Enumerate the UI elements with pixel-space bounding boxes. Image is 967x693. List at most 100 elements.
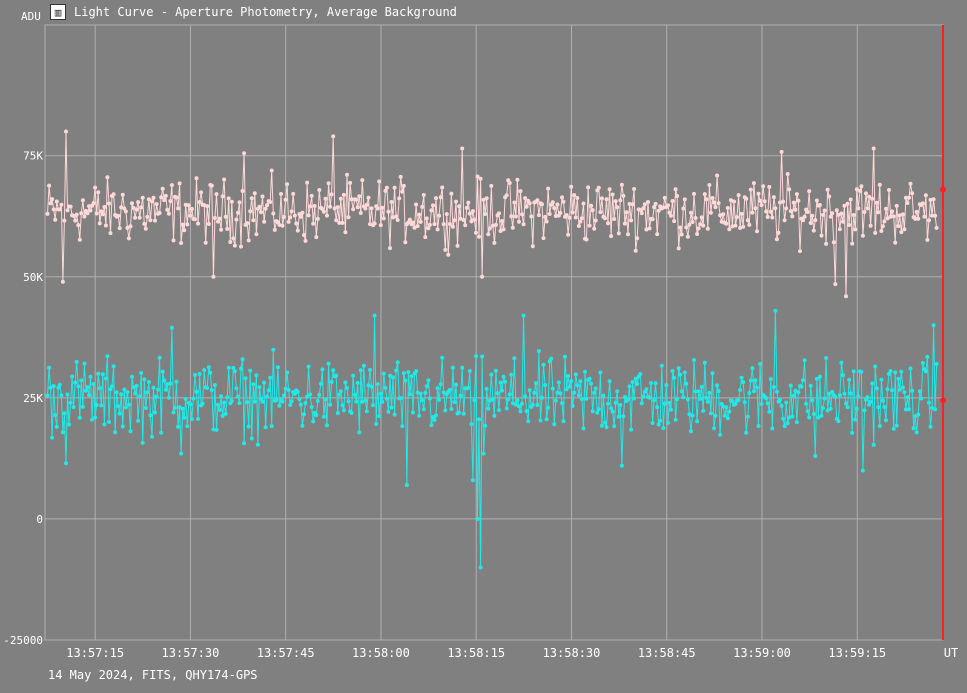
data-point (447, 222, 452, 226)
data-point (341, 192, 346, 197)
data-point (85, 385, 90, 390)
data-point (751, 181, 756, 186)
data-point (295, 228, 300, 233)
data-point (500, 388, 505, 393)
data-point (272, 227, 277, 232)
data-point (685, 234, 690, 239)
data-point (873, 364, 878, 369)
data-point (672, 219, 677, 224)
data-point (363, 398, 368, 403)
data-point (364, 202, 369, 207)
data-point (794, 420, 799, 425)
data-point (280, 399, 285, 404)
data-point (219, 227, 224, 232)
x-tick-label: 13:58:00 (352, 646, 410, 660)
data-point (424, 384, 429, 389)
data-point (295, 389, 300, 394)
data-point (513, 214, 518, 219)
data-point (355, 380, 360, 385)
data-point (80, 404, 85, 409)
data-point (708, 411, 713, 416)
chart-icon[interactable]: ▥ (50, 4, 66, 20)
data-point (113, 430, 118, 435)
data-point (504, 193, 509, 198)
data-point (257, 204, 262, 209)
series-background (45, 308, 939, 570)
data-point (474, 230, 478, 235)
data-point (469, 219, 474, 224)
data-point (679, 389, 684, 394)
data-point (176, 206, 181, 211)
data-point (642, 202, 647, 207)
data-point (90, 417, 95, 422)
data-point (417, 212, 422, 217)
data-point (437, 397, 442, 402)
data-point (435, 227, 440, 232)
y-tick-label: 0 (36, 513, 43, 526)
data-point (345, 386, 349, 390)
data-point (520, 212, 524, 217)
data-point (899, 230, 904, 235)
data-point (791, 200, 796, 205)
data-point (212, 383, 217, 387)
data-point (108, 231, 113, 236)
data-point (123, 209, 128, 214)
data-point (639, 401, 644, 406)
data-point (882, 405, 887, 409)
data-point (94, 403, 99, 407)
data-point (543, 383, 548, 387)
data-point (841, 373, 845, 378)
data-point (291, 191, 296, 196)
data-point (573, 215, 578, 220)
data-point (550, 386, 555, 391)
data-point (822, 208, 827, 213)
data-point (724, 221, 729, 226)
data-point (364, 409, 369, 414)
data-point (130, 374, 134, 379)
data-point (902, 390, 907, 395)
data-point (867, 194, 872, 199)
data-point (79, 378, 84, 383)
time-cursor[interactable] (940, 25, 946, 640)
data-point (934, 225, 939, 230)
data-point (283, 386, 288, 391)
data-point (758, 361, 763, 366)
data-point (530, 402, 535, 407)
data-point (153, 410, 157, 415)
data-point (738, 388, 743, 392)
data-point (804, 401, 809, 406)
data-point (59, 202, 64, 207)
data-point (87, 393, 91, 398)
data-point (340, 220, 345, 225)
data-point (632, 187, 637, 191)
data-point (454, 199, 458, 204)
data-point (678, 372, 683, 377)
data-point (868, 223, 873, 228)
data-point (672, 375, 677, 380)
data-point (93, 415, 98, 420)
data-point (285, 370, 290, 375)
data-point (326, 181, 331, 186)
data-point (105, 175, 110, 180)
data-point (171, 410, 176, 415)
data-point (237, 401, 242, 406)
data-point (774, 389, 779, 394)
data-point (523, 196, 528, 201)
data-point (715, 173, 720, 178)
data-point (756, 424, 761, 428)
data-point (828, 406, 833, 411)
data-point (771, 385, 776, 389)
series-line (47, 310, 938, 568)
data-point (73, 380, 78, 385)
data-point (599, 196, 604, 201)
data-point (96, 371, 101, 376)
data-point (845, 201, 850, 206)
data-point (644, 227, 649, 232)
data-point (237, 200, 242, 205)
data-point (182, 415, 187, 420)
data-point (738, 226, 743, 230)
data-point (199, 190, 204, 195)
data-point (661, 205, 666, 210)
data-point (871, 442, 876, 447)
